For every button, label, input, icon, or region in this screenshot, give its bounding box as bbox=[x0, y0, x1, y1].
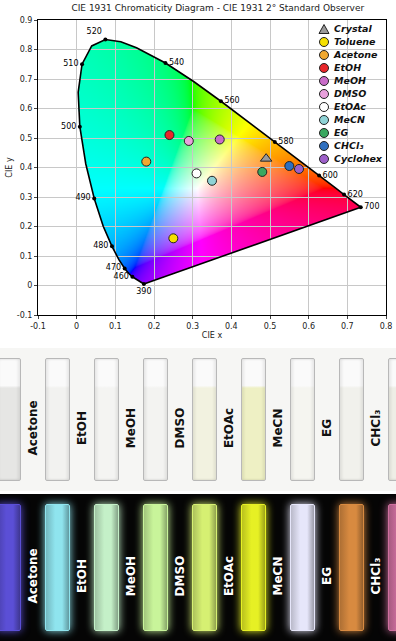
svg-text:0.6: 0.6 bbox=[302, 322, 315, 331]
svg-text:0.9: 0.9 bbox=[20, 16, 33, 25]
svg-text:0.2: 0.2 bbox=[20, 222, 33, 231]
svg-text:-0.1: -0.1 bbox=[30, 322, 46, 331]
html-text:Cyclohex: Cyclohex bbox=[334, 153, 382, 164]
html-text:Acetone: Acetone bbox=[26, 399, 40, 456]
html-text:EtOAc: EtOAc bbox=[334, 101, 366, 112]
svg-text:620: 620 bbox=[348, 190, 363, 199]
svg-text:0.6: 0.6 bbox=[20, 104, 33, 113]
html-text:CHCl₃: CHCl₃ bbox=[334, 140, 364, 151]
svg-text:0.1: 0.1 bbox=[20, 252, 33, 261]
svg-text:390: 390 bbox=[136, 287, 151, 296]
svg-text:0.4: 0.4 bbox=[20, 163, 33, 172]
svg-text:490: 490 bbox=[75, 193, 90, 202]
svg-text:540: 540 bbox=[169, 58, 184, 67]
html-text:MeCN: MeCN bbox=[334, 114, 365, 125]
html-text:DMSO: DMSO bbox=[173, 407, 187, 448]
svg-text:CIE x: CIE x bbox=[202, 331, 223, 340]
svg-text:600: 600 bbox=[323, 171, 338, 180]
html-text:EG: EG bbox=[320, 418, 334, 437]
html-text:EtOAc: EtOAc bbox=[222, 555, 236, 596]
html-text:Acetone: Acetone bbox=[26, 547, 40, 604]
svg-text:0.2: 0.2 bbox=[148, 322, 161, 331]
svg-text:0.7: 0.7 bbox=[341, 322, 354, 331]
html-text:DMSO: DMSO bbox=[173, 555, 187, 596]
html-text:Toluene: Toluene bbox=[334, 36, 376, 47]
svg-text:0.7: 0.7 bbox=[20, 75, 33, 84]
svg-text:480: 480 bbox=[93, 241, 108, 250]
svg-text:0: 0 bbox=[27, 281, 32, 290]
html-text:EtOH: EtOH bbox=[75, 558, 89, 593]
svg-text:0.3: 0.3 bbox=[20, 193, 33, 202]
html-text:Acetone: Acetone bbox=[334, 49, 378, 60]
html-text:EtOAc: EtOAc bbox=[222, 407, 236, 448]
svg-text:0.5: 0.5 bbox=[264, 322, 277, 331]
svg-text:470: 470 bbox=[106, 263, 121, 272]
svg-text:700: 700 bbox=[364, 202, 379, 211]
html-text:MeCN: MeCN bbox=[271, 408, 285, 447]
svg-text:0.8: 0.8 bbox=[380, 322, 393, 331]
html-text:EtOH: EtOH bbox=[75, 410, 89, 445]
html-text:MeOH: MeOH bbox=[334, 75, 366, 86]
svg-text:CIE 1931 Chromaticity Diagram: CIE 1931 Chromaticity Diagram - CIE 1931… bbox=[71, 3, 364, 13]
svg-text:-0.1: -0.1 bbox=[17, 311, 33, 320]
svg-text:560: 560 bbox=[224, 96, 239, 105]
svg-text:520: 520 bbox=[87, 27, 102, 36]
html-text:MeOH: MeOH bbox=[124, 555, 138, 596]
svg-text:0.3: 0.3 bbox=[186, 322, 199, 331]
svg-text:580: 580 bbox=[278, 137, 293, 146]
svg-text:0: 0 bbox=[74, 322, 79, 331]
svg-text:0.4: 0.4 bbox=[225, 322, 238, 331]
svg-text:0.1: 0.1 bbox=[109, 322, 122, 331]
html-text:EG: EG bbox=[334, 127, 349, 138]
html-text:CHCl₃: CHCl₃ bbox=[369, 409, 383, 446]
svg-text:500: 500 bbox=[61, 122, 76, 131]
html-text:Crystal: Crystal bbox=[334, 23, 372, 34]
svg-text:0.8: 0.8 bbox=[20, 45, 33, 54]
svg-text:CIE y: CIE y bbox=[5, 157, 14, 178]
svg-text:0.5: 0.5 bbox=[20, 134, 33, 143]
html-text:MeCN: MeCN bbox=[271, 556, 285, 595]
svg-text:510: 510 bbox=[63, 59, 78, 68]
html-text:MeOH: MeOH bbox=[124, 407, 138, 448]
svg-text:460: 460 bbox=[114, 272, 129, 281]
html-text:CHCl₃: CHCl₃ bbox=[369, 557, 383, 594]
html-text:DMSO: DMSO bbox=[334, 88, 367, 99]
html-text:EG: EG bbox=[320, 566, 334, 585]
html-text:EtOH: EtOH bbox=[334, 62, 362, 73]
